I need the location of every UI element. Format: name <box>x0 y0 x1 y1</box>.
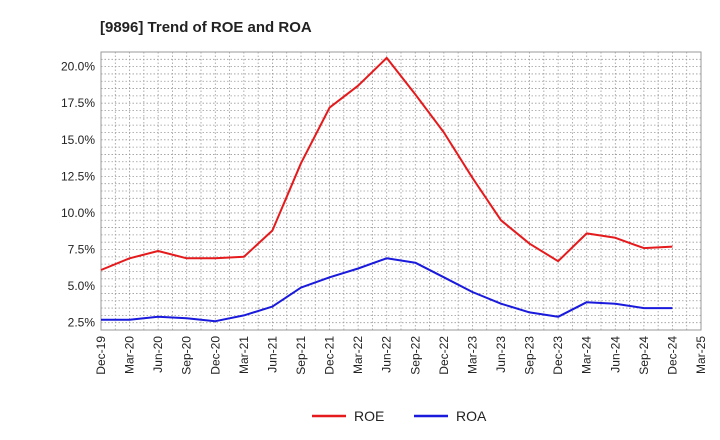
y-tick-label: 10.0% <box>61 206 95 220</box>
y-tick-label: 5.0% <box>68 279 96 293</box>
x-tick-label: Dec-19 <box>94 336 108 375</box>
x-tick-label: Jun-20 <box>151 336 165 373</box>
x-tick-label: Sep-24 <box>637 336 651 375</box>
x-tick-label: Sep-23 <box>523 336 537 375</box>
series-line-roe <box>100 56 673 271</box>
y-tick-label: 7.5% <box>68 243 96 257</box>
x-tick-label: Jun-23 <box>494 336 508 373</box>
x-tick-label: Jun-22 <box>380 336 394 373</box>
legend-label-roa: ROA <box>456 408 487 424</box>
x-tick-label: Mar-21 <box>237 336 251 374</box>
x-tick-label: Sep-20 <box>180 336 194 375</box>
series-line-roa <box>101 257 673 323</box>
x-tick-label: Dec-24 <box>665 336 679 375</box>
legend: ROE ROA <box>312 408 487 424</box>
x-tick-label: Dec-22 <box>437 336 451 375</box>
y-tick-label: 15.0% <box>61 133 95 147</box>
x-tick-label: Dec-20 <box>208 336 222 375</box>
x-tick-label: Mar-22 <box>351 336 365 374</box>
series-lines <box>100 56 673 323</box>
x-tick-label: Sep-22 <box>408 336 422 375</box>
y-tick-label: 20.0% <box>61 60 95 74</box>
x-axis-tick-labels: Dec-19 Mar-20 Jun-20 Sep-20 Dec-20 Mar-21 Jun-… <box>94 336 708 375</box>
y-axis-tick-labels: 2.5% 5.0% 7.5% 10.0% 12.5% 15.0% 17.5% 20.0% <box>61 60 95 330</box>
x-tick-label: Jun-21 <box>265 336 279 373</box>
x-tick-label: Jun-24 <box>608 336 622 373</box>
y-tick-label: 17.5% <box>61 96 95 110</box>
x-tick-label: Dec-23 <box>551 336 565 375</box>
vertical-gridlines <box>114 52 688 330</box>
x-tick-label: Mar-23 <box>465 336 479 374</box>
y-tick-label: 12.5% <box>61 169 95 183</box>
chart-title: [9896] Trend of ROE and ROA <box>100 19 312 36</box>
x-tick-label: Sep-21 <box>294 336 308 375</box>
x-tick-label: Mar-24 <box>580 336 594 374</box>
x-tick-label: Mar-25 <box>694 336 708 374</box>
legend-label-roe: ROE <box>354 408 384 424</box>
x-tick-label: Dec-21 <box>323 336 337 375</box>
plot-area <box>100 51 702 331</box>
y-tick-label: 2.5% <box>68 316 96 330</box>
x-tick-label: Mar-20 <box>123 336 137 374</box>
